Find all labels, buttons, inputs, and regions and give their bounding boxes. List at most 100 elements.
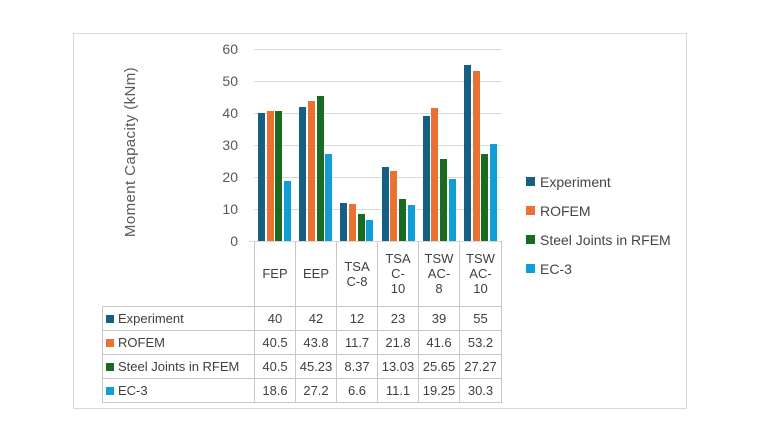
value-cell-ec-3-eep: 27.2: [295, 378, 337, 403]
gridline: [254, 113, 501, 114]
bar-steel-joints-in-rfem-tsa-c-10: [398, 199, 406, 241]
category-header-eep: EEP: [295, 241, 337, 307]
table-row-experiment: Experiment 40 42 12 23 39 55: [102, 306, 502, 331]
y-tick-label: 60: [222, 41, 238, 57]
value-cell-experiment-fep: 40: [254, 306, 296, 331]
legend-label: ROFEM: [540, 202, 591, 219]
bar-rofem-tsw-ac-8: [431, 107, 439, 241]
value-cell-ec-3-tsw-ac-10: 30.3: [459, 378, 502, 403]
legend-label: Experiment: [540, 173, 611, 190]
bar-steel-joints-in-rfem-tsw-ac-10: [481, 153, 489, 241]
legend-item-rofem: ROFEM: [526, 196, 671, 225]
gridline: [254, 145, 501, 146]
series-name: Experiment: [118, 311, 184, 326]
y-tick-label: 40: [222, 105, 238, 121]
bar-steel-joints-in-rfem-fep: [275, 111, 283, 241]
legend-swatch-icon: [526, 264, 535, 273]
value-cell-rofem-fep: 40.5: [254, 330, 296, 355]
category-header-fep: FEP: [254, 241, 296, 307]
series-label-cell: ROFEM: [102, 330, 255, 355]
value-cell-rofem-eep: 43.8: [295, 330, 337, 355]
legend-label: EC-3: [540, 260, 572, 277]
y-tick-label: 10: [222, 201, 238, 217]
category-header-tsw-ac-8: TSW AC- 8: [418, 241, 460, 307]
value-cell-ec-3-fep: 18.6: [254, 378, 296, 403]
bar-ec-3-eep: [325, 153, 333, 241]
legend-label: Steel Joints in RFEM: [540, 231, 671, 248]
bar-experiment-fep: [258, 113, 266, 241]
y-tick-label: 0: [230, 233, 238, 249]
table-row-rofem: ROFEM 40.5 43.8 11.7 21.8 41.6 53.2: [102, 330, 502, 355]
chart-container[interactable]: Moment Capacity (kNm) 0 10 20 30 40 50 60 Expe…: [73, 33, 687, 409]
value-cell-steel-joints-in-rfem-fep: 40.5: [254, 354, 296, 379]
y-axis: 0 10 20 30 40 50 60: [202, 41, 246, 249]
value-cell-ec-3-tsa-c-10: 11.1: [377, 378, 419, 403]
series-name: ROFEM: [118, 335, 165, 350]
bar-rofem-fep: [266, 111, 274, 241]
bar-ec-3-tsw-ac-10: [489, 144, 497, 241]
series-label-cell: Steel Joints in RFEM: [102, 354, 255, 379]
value-cell-steel-joints-in-rfem-eep: 45.23: [295, 354, 337, 379]
data-table: FEP EEP TSA C-8 TSA C- 10 TSW AC- 8 TSW AC- 10 Experi…: [102, 241, 502, 403]
series-label-cell: EC-3: [102, 378, 255, 403]
value-cell-steel-joints-in-rfem-tsa-c-8: 8.37: [336, 354, 378, 379]
value-cell-ec-3-tsw-ac-8: 19.25: [418, 378, 460, 403]
value-cell-experiment-tsa-c-8: 12: [336, 306, 378, 331]
series-swatch-icon: [106, 314, 114, 323]
y-axis-title: Moment Capacity (kNm): [122, 66, 139, 238]
legend-swatch-icon: [526, 235, 535, 244]
bar-experiment-eep: [299, 106, 307, 241]
bar-ec-3-tsw-ac-8: [448, 179, 456, 241]
value-cell-rofem-tsw-ac-10: 53.2: [459, 330, 502, 355]
series-name: Steel Joints in RFEM: [118, 359, 240, 374]
y-tick-label: 20: [222, 169, 238, 185]
category-header-tsw-ac-10: TSW AC- 10: [459, 241, 502, 307]
bar-ec-3-tsa-c-10: [407, 205, 415, 241]
bar-rofem-eep: [307, 100, 315, 241]
bar-ec-3-tsa-c-8: [366, 219, 374, 241]
category-header-tsa-c-8: TSA C-8: [336, 241, 378, 307]
y-axis-title-area: Moment Capacity (kNm): [122, 56, 142, 248]
legend: Experiment ROFEM Steel Joints in RFEM EC-3: [526, 167, 671, 283]
bar-rofem-tsa-c-10: [390, 171, 398, 241]
plot-area: [249, 49, 501, 242]
bar-steel-joints-in-rfem-tsa-c-8: [357, 214, 365, 241]
legend-item-steel-joints-in-rfem: Steel Joints in RFEM: [526, 225, 671, 254]
value-cell-rofem-tsa-c-8: 11.7: [336, 330, 378, 355]
series-name: EC-3: [118, 383, 148, 398]
y-tick-label: 50: [222, 73, 238, 89]
series-swatch-icon: [106, 362, 114, 371]
value-cell-experiment-eep: 42: [295, 306, 337, 331]
y-tick-label: 30: [222, 137, 238, 153]
bar-steel-joints-in-rfem-tsw-ac-8: [440, 158, 448, 241]
legend-swatch-icon: [526, 206, 535, 215]
series-swatch-icon: [106, 386, 114, 395]
value-cell-steel-joints-in-rfem-tsa-c-10: 13.03: [377, 354, 419, 379]
value-cell-ec-3-tsa-c-8: 6.6: [336, 378, 378, 403]
table-row-ec-3: EC-3 18.6 27.2 6.6 11.1 19.25 30.3: [102, 378, 502, 403]
legend-swatch-icon: [526, 177, 535, 186]
gridline: [254, 209, 501, 210]
gridline: [254, 81, 501, 82]
bar-experiment-tsw-ac-10: [463, 65, 471, 241]
bar-ec-3-fep: [284, 181, 292, 241]
gridline: [254, 177, 501, 178]
series-swatch-icon: [106, 338, 114, 347]
value-cell-steel-joints-in-rfem-tsw-ac-8: 25.65: [418, 354, 460, 379]
gridline: [254, 49, 501, 50]
value-cell-rofem-tsa-c-10: 21.8: [377, 330, 419, 355]
bar-rofem-tsa-c-8: [349, 203, 357, 241]
bar-rofem-tsw-ac-10: [472, 70, 480, 241]
value-cell-experiment-tsa-c-10: 23: [377, 306, 419, 331]
bar-experiment-tsw-ac-8: [422, 116, 430, 241]
bar-experiment-tsa-c-8: [340, 202, 348, 241]
table-corner-cell: [103, 241, 255, 307]
legend-item-experiment: Experiment: [526, 167, 671, 196]
table-header-row: FEP EEP TSA C-8 TSA C- 10 TSW AC- 8 TSW AC- 10: [103, 241, 502, 307]
series-label-cell: Experiment: [102, 306, 255, 331]
bar-experiment-tsa-c-10: [381, 167, 389, 241]
value-cell-rofem-tsw-ac-8: 41.6: [418, 330, 460, 355]
category-header-tsa-c-10: TSA C- 10: [377, 241, 419, 307]
value-cell-steel-joints-in-rfem-tsw-ac-10: 27.27: [459, 354, 502, 379]
